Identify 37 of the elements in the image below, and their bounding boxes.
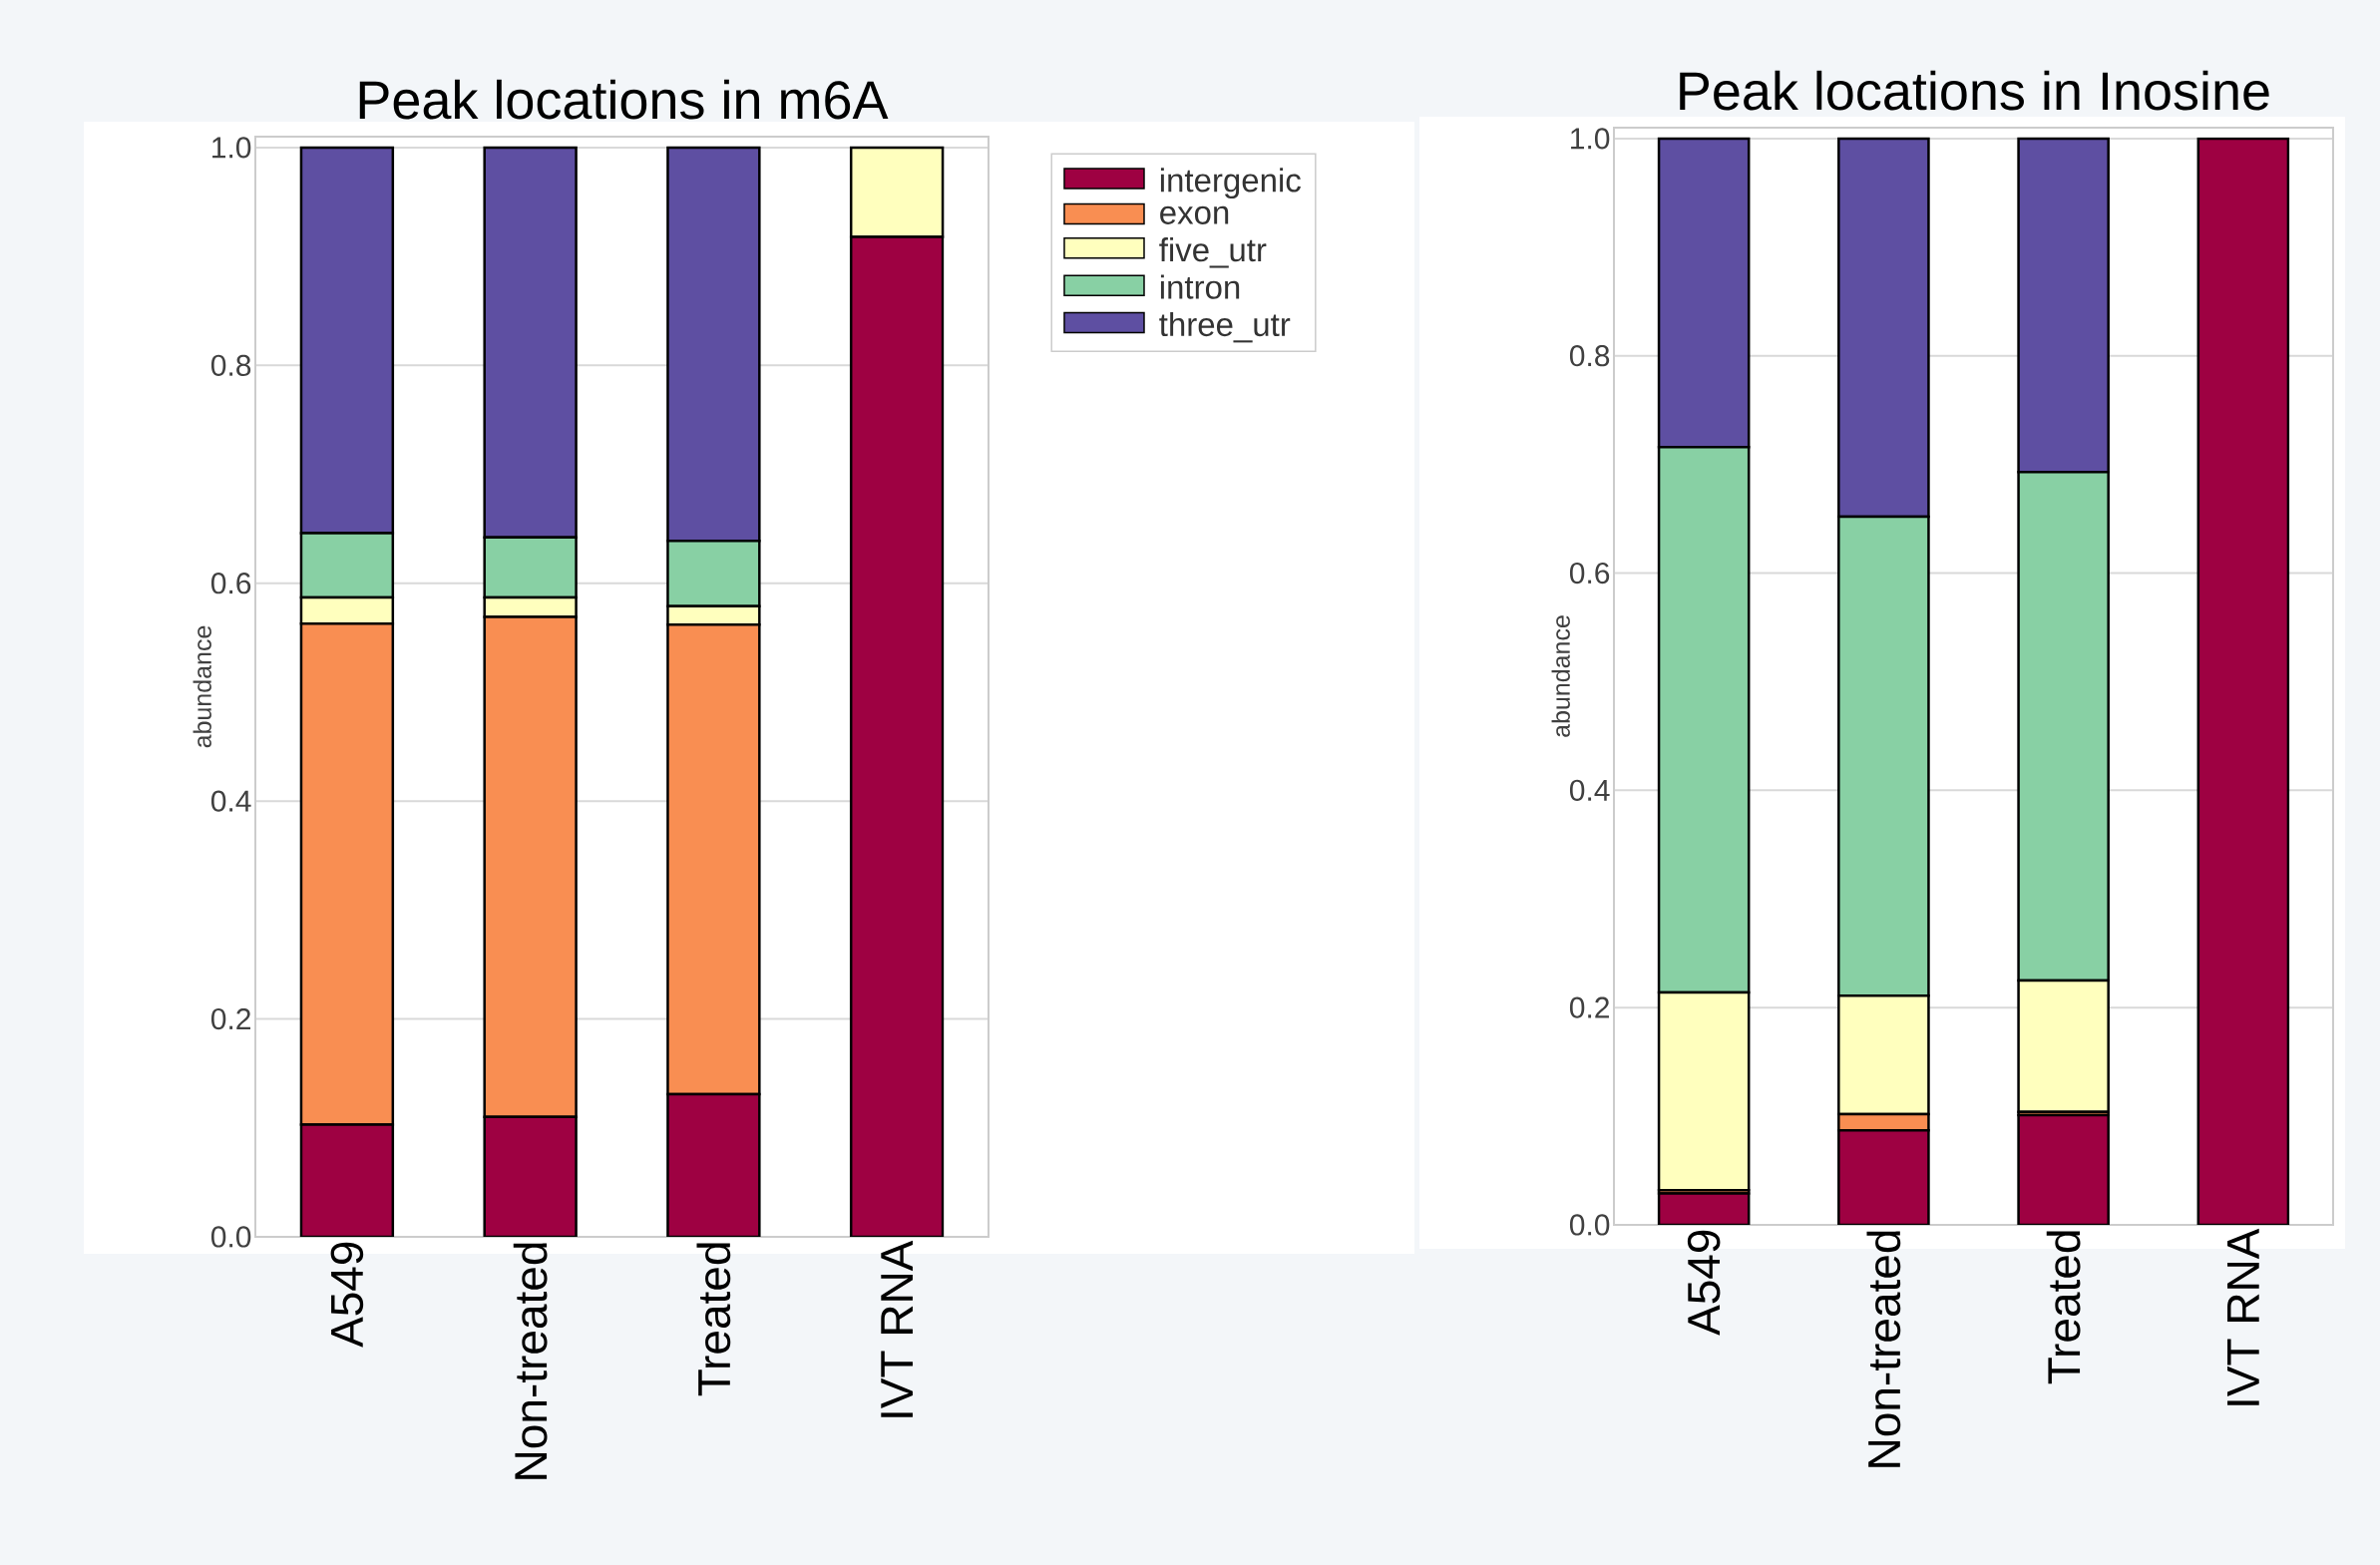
y-tick-label: 0.2 [1569,996,1609,1018]
y-tick-label: 0.6 [1569,562,1610,585]
legend-label: intergenic [1160,168,1301,199]
x-tick-label: A549 [330,1242,364,1348]
y-axis-title: abundance [1551,615,1570,737]
bar [2017,1113,2110,1225]
y-tick-label: 0.8 [210,354,251,376]
bar [483,1115,578,1237]
y-tick-label: 0.2 [210,1007,250,1030]
y-tick-label: 1.0 [1571,128,1610,150]
y-tick-label: 0.8 [1569,345,1610,367]
x-tick-label: Non-treated [513,1243,548,1479]
y-tick-label: 1.0 [212,137,251,159]
legend-label: three_utr [1159,311,1291,343]
bar [2196,137,2290,1225]
chart-title: Peak locations in m6A [359,79,889,120]
bar [1657,1192,1751,1225]
legend-label: intron [1160,274,1240,299]
bar [1837,1128,1930,1225]
x-tick-label: Treated [696,1243,731,1396]
bar [849,235,945,1237]
x-tick-label: Non-treated [1866,1231,1901,1467]
x-tick-label: IVT RNA [2227,1228,2259,1405]
x-tick-label: A549 [1687,1230,1721,1336]
x-tick-label: Treated [2046,1231,2081,1384]
chart-title: Peak locations in Inosine [1680,70,2269,111]
legend-label: exon [1160,205,1229,224]
y-tick-label: 0.4 [1569,779,1610,801]
y-axis-title: abundance [193,625,211,748]
legend-label: five_utr [1159,237,1267,268]
x-tick-label: IVT RNA [881,1240,913,1417]
y-tick-label: 0.0 [1569,1214,1610,1236]
bar [666,1092,761,1237]
y-tick-label: 0.0 [210,1226,251,1248]
y-tick-label: 0.6 [210,573,251,594]
bar [299,1123,395,1237]
y-tick-label: 0.4 [210,790,251,812]
